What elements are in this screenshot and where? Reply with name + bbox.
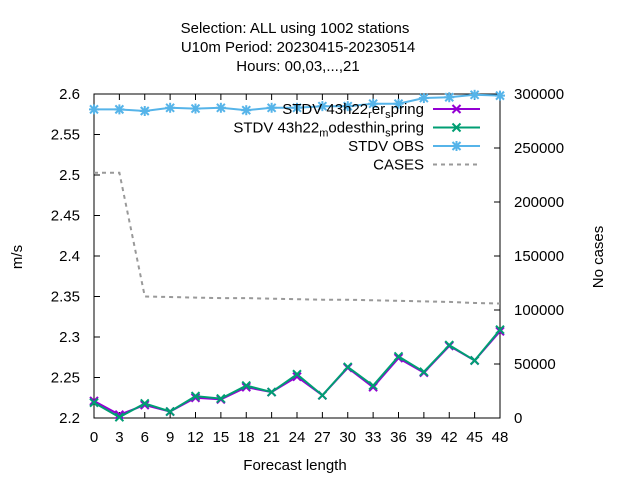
y2-tick-label: 150000 bbox=[514, 248, 564, 265]
series-point bbox=[469, 355, 480, 366]
x-tick-label: 42 bbox=[441, 429, 458, 446]
series-point bbox=[292, 371, 302, 382]
x-tick-label: 15 bbox=[213, 429, 230, 446]
y2-axis-label: No cases bbox=[590, 226, 607, 289]
x-axis-label: Forecast length bbox=[243, 457, 346, 474]
legend-label: STDV 43h22rerspring bbox=[282, 101, 424, 121]
x-tick-label: 33 bbox=[365, 429, 382, 446]
series-3 bbox=[94, 171, 501, 305]
legend-label: CASES bbox=[373, 157, 424, 174]
axis-ticks: 0 3 6 9 12 15 18 21 24 27 30 33 36 39 42 45 482.22.252.3… bbox=[51, 86, 564, 446]
y-tick-label: 2.4 bbox=[59, 248, 80, 265]
y2-tick-label: 250000 bbox=[514, 140, 564, 157]
y-tick-label: 2.25 bbox=[51, 370, 80, 387]
x-tick-label: 3 bbox=[115, 429, 123, 446]
legend-label: STDV OBS bbox=[348, 138, 424, 155]
legend-label-part: er bbox=[372, 101, 385, 118]
series-layer bbox=[89, 89, 505, 422]
title-line-1: Selection: ALL using 1002 stations bbox=[181, 20, 410, 37]
series-point bbox=[89, 396, 99, 406]
x-tick-label: 39 bbox=[416, 429, 433, 446]
series-point bbox=[216, 393, 226, 404]
y2-tick-label: 100000 bbox=[514, 302, 564, 319]
legend-label-subscript: s bbox=[385, 128, 391, 140]
series-point bbox=[368, 382, 378, 392]
y-axis-label: m/s bbox=[9, 245, 26, 269]
series-point bbox=[317, 390, 328, 401]
x-tick-label: 48 bbox=[492, 429, 509, 446]
x-tick-label: 45 bbox=[466, 429, 483, 446]
title-line-3: Hours: 00,03,...,21 bbox=[236, 58, 359, 75]
legend-marker bbox=[451, 104, 462, 114]
series-line bbox=[94, 171, 501, 305]
x-tick-label: 6 bbox=[141, 429, 149, 446]
legend-label-part: odesthin bbox=[328, 120, 385, 137]
x-tick-label: 27 bbox=[314, 429, 331, 446]
legend-label-part: CASES bbox=[373, 157, 424, 174]
series-point bbox=[241, 382, 251, 392]
y-tick-label: 2.6 bbox=[59, 86, 80, 103]
x-tick-label: 18 bbox=[238, 429, 255, 446]
legend-label-subscript: s bbox=[385, 109, 391, 121]
y-tick-label: 2.35 bbox=[51, 289, 80, 306]
x-tick-label: 9 bbox=[166, 429, 174, 446]
legend-label-part: STDV 43h22 bbox=[233, 120, 319, 137]
plot-area-frame bbox=[93, 93, 501, 419]
series-2 bbox=[89, 89, 505, 117]
legend-label-subscript: m bbox=[319, 128, 328, 140]
series-point bbox=[343, 362, 353, 372]
y-tick-label: 2.45 bbox=[51, 208, 80, 225]
y2-tick-label: 0 bbox=[514, 410, 522, 427]
y-tick-label: 2.2 bbox=[59, 410, 80, 427]
series-point bbox=[114, 410, 125, 420]
y2-tick-label: 50000 bbox=[514, 356, 556, 373]
legend-label-part: STDV 43h22 bbox=[282, 101, 368, 118]
series-point bbox=[266, 387, 277, 397]
title-line-2: U10m Period: 20230415-20230514 bbox=[181, 39, 415, 56]
y2-tick-label: 200000 bbox=[514, 194, 564, 211]
legend-label-part: STDV OBS bbox=[348, 138, 424, 155]
series-point bbox=[190, 393, 201, 403]
legend-label: STDV 43h22modesthinspring bbox=[233, 120, 424, 140]
legend-marker bbox=[451, 122, 462, 133]
series-point bbox=[89, 397, 99, 408]
y-tick-label: 2.3 bbox=[59, 329, 80, 346]
x-tick-label: 0 bbox=[90, 429, 98, 446]
series-point bbox=[241, 380, 251, 391]
series-point bbox=[190, 391, 201, 401]
series-point bbox=[393, 351, 404, 362]
x-tick-label: 24 bbox=[289, 429, 306, 446]
x-tick-label: 30 bbox=[339, 429, 356, 446]
legend-label-part: pring bbox=[391, 120, 424, 137]
legend-label-part: pring bbox=[391, 101, 424, 118]
series-point bbox=[495, 325, 505, 335]
series-1 bbox=[89, 325, 505, 422]
series-point bbox=[140, 400, 150, 410]
chart-title: Selection: ALL using 1002 stations U10m … bbox=[181, 20, 416, 75]
legend-label-subscript: r bbox=[368, 109, 372, 121]
series-point bbox=[292, 369, 302, 379]
y-tick-label: 2.5 bbox=[59, 167, 80, 184]
x-tick-label: 21 bbox=[263, 429, 280, 446]
series-point bbox=[368, 380, 378, 391]
series-point bbox=[444, 340, 454, 350]
y2-tick-label: 300000 bbox=[514, 86, 564, 103]
x-tick-label: 12 bbox=[187, 429, 204, 446]
series-point bbox=[114, 412, 125, 422]
series-point bbox=[165, 406, 175, 417]
x-tick-label: 36 bbox=[390, 429, 407, 446]
series-point bbox=[419, 367, 429, 377]
series-point bbox=[140, 398, 150, 409]
y-tick-label: 2.55 bbox=[51, 127, 80, 144]
